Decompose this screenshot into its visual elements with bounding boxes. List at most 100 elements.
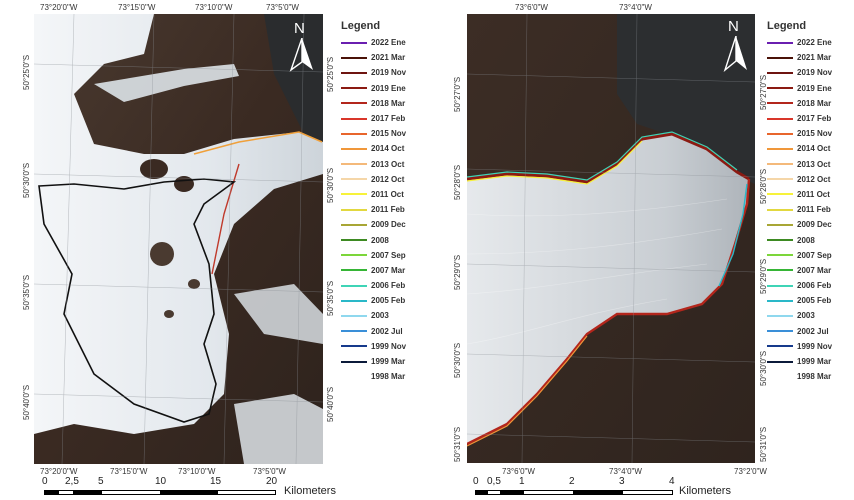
legend-label: 2002 Jul [371,326,403,336]
scale-bar: 0 2,5 5 10 15 20 Kilometers [40,476,340,500]
right-coord-label: 50°40'0"S [326,386,335,422]
north-label: N [728,18,739,35]
legend-item: 2007 Mar [767,263,832,278]
legend-label: 1998 Mar [371,372,406,382]
legend-rows: 2022 Ene 2021 Mar 2019 Nov 2019 Ene 2018 Mar… [341,35,406,384]
legend-swatch [767,269,793,272]
legend-swatch [341,87,367,90]
left-coord-label: 50°35'0"S [22,274,31,310]
scale-tick-label: 0 [473,476,479,487]
overview-satellite-map[interactable]: N [34,14,323,464]
scale-tick-label: 1 [519,476,525,487]
scale-unit-label: Kilometers [679,485,731,497]
scale-tick-label: 0,5 [487,476,501,487]
legend-swatch [341,269,367,272]
legend-item: 2017 Feb [767,111,832,126]
legend-swatch [341,193,367,196]
terminus-satellite-map[interactable]: N [467,14,755,463]
legend-item: 2019 Ene [767,81,832,96]
legend-swatch [767,330,793,333]
legend-item: 2014 Oct [341,141,406,156]
legend-label: 2007 Sep [797,250,832,260]
legend-swatch [341,117,367,120]
bottom-coord-label: 73°5'0"W [253,467,286,476]
scale-tick-label: 10 [155,476,167,487]
scale-tick-label: 2,5 [65,476,79,487]
legend-item: 2005 Feb [767,293,832,308]
legend-item: 2006 Feb [341,278,406,293]
legend-label: 1998 Mar [797,372,832,382]
left-coord-label: 50°28'0"S [453,164,462,200]
legend-swatch [341,223,367,226]
legend-item: 2011 Oct [767,187,832,202]
scale-unit-label: Kilometers [284,485,336,497]
legend-label: 2008 [371,235,389,245]
north-label: N [294,20,305,37]
legend-item: 2015 Nov [767,126,832,141]
legend-label: 2015 Nov [797,129,833,139]
legend-label: 2019 Ene [371,83,406,93]
legend-item: 2013 Oct [341,157,406,172]
legend-label: 2018 Mar [371,98,406,108]
legend-label: 2014 Oct [797,144,831,154]
legend-swatch [767,117,793,120]
legend-label: 2011 Oct [797,189,830,199]
north-arrow-icon: N [721,18,751,74]
left-coord-label: 50°27'0"S [453,76,462,112]
legend-label: 2013 Oct [797,159,831,169]
legend-label: 2011 Feb [797,205,831,215]
bottom-coord-label: 73°6'0"W [502,467,535,476]
legend-rows: 2022 Ene 2021 Mar 2019 Nov 2019 Ene 2018 Mar… [767,35,832,384]
legend-label: 2005 Feb [797,296,832,306]
top-coord-label: 73°4'0"W [619,3,652,12]
legend-swatch [341,147,367,150]
legend-label: 2019 Nov [797,68,833,78]
legend-label: 2007 Mar [371,265,406,275]
legend-swatch [341,330,367,333]
legend-label: 2018 Mar [797,98,832,108]
legend-item: 2019 Nov [767,65,832,80]
legend-swatch [767,71,793,74]
legend-item: 2011 Oct [341,187,406,202]
legend-label: 2009 Dec [797,220,832,230]
legend-item: 2002 Jul [767,324,832,339]
legend-label: 1999 Mar [371,357,406,367]
legend-title: Legend [767,20,807,32]
bottom-coord-label: 73°4'0"W [609,467,642,476]
legend-swatch [767,87,793,90]
legend-swatch [767,239,793,242]
legend-swatch [767,178,793,181]
legend-swatch [767,102,793,105]
legend-swatch [767,345,793,348]
scale-tick-label: 4 [669,476,675,487]
legend-item: 2008 [767,232,832,247]
legend-label: 2012 Oct [371,174,405,184]
legend-item: 2003 [341,308,406,323]
left-coord-label: 50°29'0"S [453,254,462,290]
legend-swatch [341,254,367,257]
legend-item: 2007 Sep [341,248,406,263]
legend-swatch [341,314,367,317]
legend-swatch [767,208,793,211]
legend-swatch [341,345,367,348]
legend-swatch [341,41,367,44]
legend-item: 2021 Mar [341,50,406,65]
legend-swatch [767,163,793,166]
north-arrow-icon: N [287,20,317,72]
scale-tick-label: 20 [266,476,278,487]
legend-label: 2021 Mar [371,53,406,63]
legend-swatch [341,375,367,378]
overview-map-panel: N 73°20'0"W 73°15'0"W 73°10'0"W 73°5'0"W… [0,0,420,500]
legend-label: 2007 Mar [797,265,832,275]
legend-item: 2002 Jul [341,324,406,339]
legend-swatch [767,284,793,287]
left-coord-label: 50°30'0"S [22,162,31,198]
terminus-map-image [467,14,755,463]
legend-label: 2022 Ene [797,38,832,48]
legend-item: 2003 [767,308,832,323]
legend-item: 2008 [341,232,406,247]
terminus-map-panel: N 73°6'0"W 73°4'0"W 73°6'0"W 73°4'0"W 73… [427,0,854,500]
legend-item: 2022 Ene [341,35,406,50]
legend-swatch [767,299,793,302]
right-coord-label: 50°30'0"S [326,167,335,203]
